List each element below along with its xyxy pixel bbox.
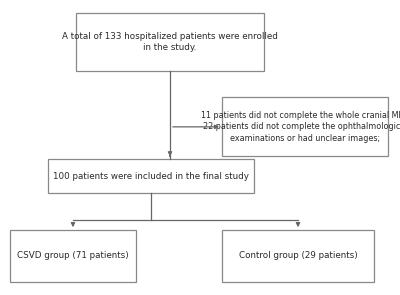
FancyBboxPatch shape	[48, 159, 254, 193]
Text: 100 patients were included in the final study: 100 patients were included in the final …	[53, 172, 249, 181]
Text: 11 patients did not complete the whole cranial MRI;
22 patients did not complete: 11 patients did not complete the whole c…	[201, 111, 400, 143]
Text: A total of 133 hospitalized patients were enrolled
in the study.: A total of 133 hospitalized patients wer…	[62, 32, 278, 53]
Text: Control group (29 patients): Control group (29 patients)	[239, 251, 357, 260]
FancyBboxPatch shape	[10, 230, 136, 282]
FancyBboxPatch shape	[222, 230, 374, 282]
Text: CSVD group (71 patients): CSVD group (71 patients)	[17, 251, 129, 260]
FancyBboxPatch shape	[222, 97, 388, 156]
FancyBboxPatch shape	[76, 13, 264, 71]
